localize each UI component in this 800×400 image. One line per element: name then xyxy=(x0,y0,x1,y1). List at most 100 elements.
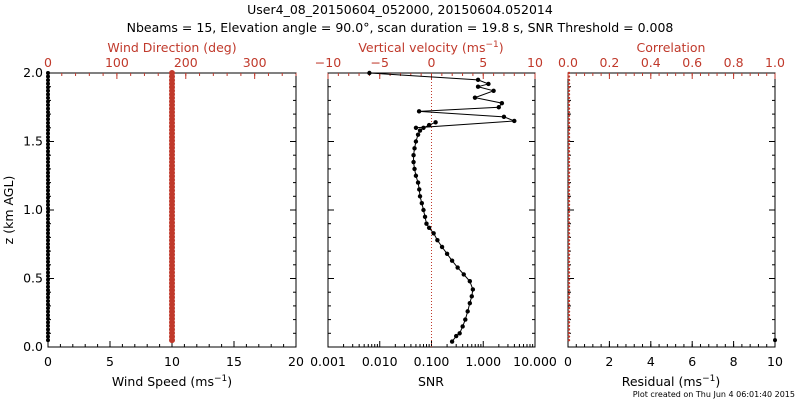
correlation-point xyxy=(567,228,571,231)
correlation-point xyxy=(567,121,571,125)
wind-speed-point xyxy=(46,234,50,239)
wind-speed-point xyxy=(46,213,50,218)
snr-point xyxy=(412,166,417,172)
correlation-point xyxy=(567,93,571,96)
wind-speed-point xyxy=(46,274,50,279)
wind-speed-point xyxy=(46,138,50,143)
y-tick-label: 0.5 xyxy=(23,271,43,286)
wind-speed-point xyxy=(46,199,50,204)
snr-point xyxy=(422,214,428,220)
top-tick-label: −10 xyxy=(315,55,341,70)
correlation-point xyxy=(567,317,571,320)
wind-speed-point xyxy=(46,127,50,132)
top-tick-label: 1.0 xyxy=(765,55,785,70)
correlation-point xyxy=(567,285,571,288)
correlation-point xyxy=(567,278,571,281)
panel-correlation-frame xyxy=(567,72,776,348)
wind-speed-point xyxy=(46,131,50,136)
correlation-point xyxy=(567,260,571,263)
snr-point xyxy=(461,272,466,277)
correlation-point xyxy=(567,314,571,317)
correlation-point xyxy=(567,331,571,335)
wind-speed-point xyxy=(46,217,50,222)
panel-wind: Wind Direction (deg) Wind Speed (ms−1) z… xyxy=(1,40,304,389)
panel-correlation: Correlation Residual (ms−1) 0 2 4 6 8 10 0.0 0.… xyxy=(558,40,785,389)
correlation-point xyxy=(567,203,571,206)
wind-speed-point xyxy=(46,252,50,257)
vertical-velocity-point xyxy=(501,114,507,120)
panel-vertical: Vertical velocity (ms−1) SNR 0.001 0.010 0… xyxy=(310,40,557,389)
wind-speed-point xyxy=(46,302,50,307)
correlation-point xyxy=(567,150,571,153)
top-tick-label: 5 xyxy=(479,55,487,70)
wind-speed-point xyxy=(46,192,50,197)
correlation-point xyxy=(567,271,571,274)
x-tick-label: 0 xyxy=(44,354,52,369)
correlation-point xyxy=(567,303,571,306)
x-tick-label: 1.000 xyxy=(465,354,501,369)
correlation-point xyxy=(567,292,571,296)
wind-speed-point xyxy=(46,170,50,175)
top-axis-label: Wind Direction (deg) xyxy=(107,40,236,55)
correlation-point xyxy=(567,143,571,146)
top-tick-label: 0.0 xyxy=(558,55,578,70)
wind-speed-point xyxy=(46,263,50,268)
snr-point xyxy=(411,153,416,158)
snr-point xyxy=(419,200,425,206)
snr-point xyxy=(417,128,423,133)
correlation-point xyxy=(567,299,571,303)
x-tick-label: 20 xyxy=(288,354,304,369)
correlation-point xyxy=(567,321,571,324)
bottom-axis-label: Wind Speed (ms−1) xyxy=(112,374,232,389)
correlation-point xyxy=(567,153,571,157)
snr-point xyxy=(457,331,462,336)
wind-speed-point xyxy=(46,241,50,246)
wind-speed-point xyxy=(46,206,50,211)
snr-point xyxy=(431,231,436,236)
correlation-point xyxy=(567,146,571,150)
snr-point xyxy=(433,120,438,125)
wind-speed-point xyxy=(46,160,50,165)
wind-speed-point xyxy=(46,145,50,150)
wind-speed-point xyxy=(46,81,50,86)
wind-speed-point xyxy=(46,313,50,318)
wind-speed-point xyxy=(46,99,50,104)
wind-speed-point xyxy=(46,135,50,140)
snr-point xyxy=(460,324,465,329)
snr-point xyxy=(455,265,460,270)
wind-direction-point xyxy=(169,70,175,76)
wind-speed-point xyxy=(46,85,50,90)
correlation-point xyxy=(567,306,571,310)
correlation-point xyxy=(567,335,571,338)
wind-speed-point xyxy=(46,71,50,75)
wind-speed-point xyxy=(46,334,50,339)
correlation-point xyxy=(567,196,571,199)
correlation-point xyxy=(567,338,571,342)
x-tick-label: 8 xyxy=(730,354,738,369)
correlation-point xyxy=(567,257,571,260)
x-tick-label: 2 xyxy=(605,354,613,369)
snr-point xyxy=(415,180,421,185)
x-tick-label: 0 xyxy=(564,354,572,369)
correlation-point xyxy=(567,264,571,267)
correlation-point xyxy=(567,114,571,117)
snr-point xyxy=(453,333,459,339)
vertical-velocity-point xyxy=(496,105,501,110)
wind-speed-point xyxy=(46,117,50,122)
y-tick-label: 1.5 xyxy=(23,134,43,149)
snr-point xyxy=(444,251,450,257)
snr-point xyxy=(469,294,474,299)
wind-speed-point xyxy=(46,306,50,311)
wind-speed-point xyxy=(46,152,50,157)
vertical-velocity-point xyxy=(499,100,505,106)
correlation-point xyxy=(567,182,571,185)
y-tick-label: 0.0 xyxy=(23,339,43,354)
x-tick-label: 0.001 xyxy=(310,354,346,369)
wind-speed-point xyxy=(46,167,50,172)
wind-speed-point xyxy=(46,256,50,261)
wind-speed-point xyxy=(46,224,50,229)
top-axis-label: Vertical velocity (ms−1) xyxy=(358,40,503,55)
wind-speed-point xyxy=(46,316,50,321)
snr-point xyxy=(412,146,417,151)
snr-point xyxy=(426,122,432,128)
